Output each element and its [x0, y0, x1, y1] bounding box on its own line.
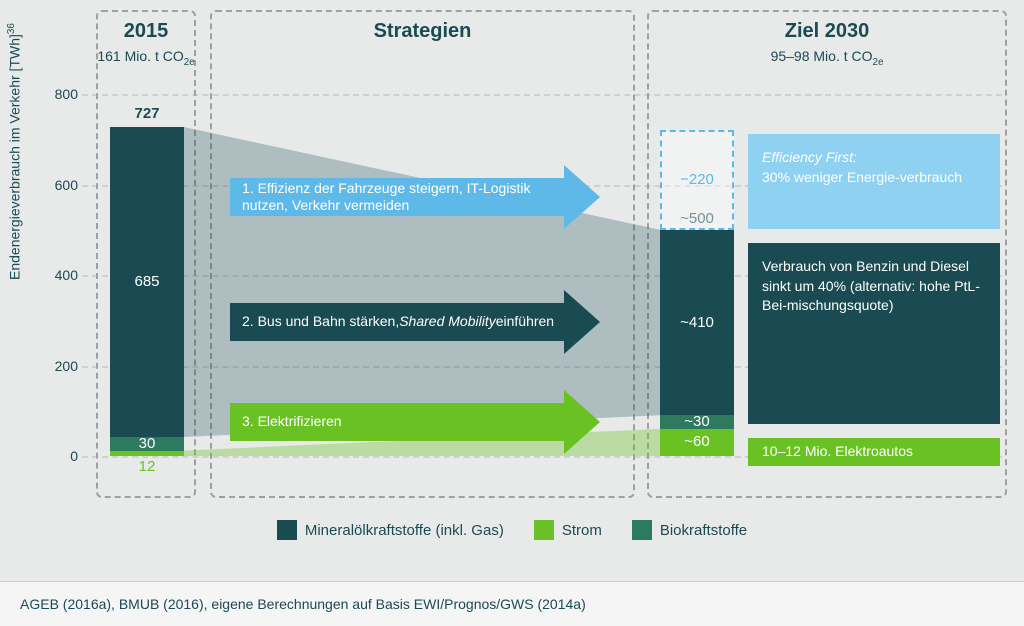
- y-tick: 400: [54, 267, 78, 283]
- legend-swatch: [534, 520, 554, 540]
- panel-ziel-title: Ziel 2030: [647, 20, 1007, 43]
- legend-item: Biokraftstoffe: [632, 520, 747, 540]
- legend-label: Mineralölkraftstoffe (inkl. Gas): [305, 522, 504, 539]
- strategy-arrow-3: 3. Elektrifizieren: [230, 390, 600, 454]
- legend-label: Strom: [562, 522, 602, 539]
- bar-label: ~30: [660, 413, 734, 430]
- strategy-arrow-1: 1. Effizienz der Fahrzeuge steigern, IT-…: [230, 165, 600, 229]
- panel-2015-sub: 161 Mio. t CO2e: [86, 48, 206, 68]
- legend-label: Biokraftstoffe: [660, 522, 747, 539]
- panel-strat-title: Strategien: [210, 20, 635, 43]
- legend-item: Strom: [534, 520, 602, 540]
- y-axis-label: Endenergieverbrauch im Verkehr [TWh]36: [6, 23, 23, 280]
- y-tick: 800: [54, 86, 78, 102]
- y-tick: 600: [54, 177, 78, 193]
- info-box-0: Efficiency First:30% weniger Energie-ver…: [748, 134, 1000, 229]
- y-tick: 200: [54, 358, 78, 374]
- bar-label: ~60: [660, 433, 734, 450]
- bar-label: 685: [110, 273, 184, 290]
- bar-label: −220: [660, 171, 734, 188]
- legend-item: Mineralölkraftstoffe (inkl. Gas): [277, 520, 504, 540]
- info-box-2: 10–12 Mio. Elektroautos: [748, 438, 1000, 466]
- strategy-arrow-2: 2. Bus und Bahn stärken, Shared Mobility…: [230, 290, 600, 354]
- info-box-1: Verbrauch von Benzin und Diesel sinkt um…: [748, 243, 1000, 424]
- panel-ziel-sub: 95–98 Mio. t CO2e: [647, 48, 1007, 68]
- source-citation: AGEB (2016a), BMUB (2016), eigene Berech…: [0, 581, 1024, 626]
- legend-swatch: [277, 520, 297, 540]
- y-tick: 0: [54, 448, 78, 464]
- bar-label: ~410: [660, 314, 734, 331]
- legend-swatch: [632, 520, 652, 540]
- bar-label: 12: [110, 458, 184, 475]
- panel-2015-title: 2015: [96, 20, 196, 43]
- bar-label: 30: [110, 435, 184, 452]
- legend: Mineralölkraftstoffe (inkl. Gas) Strom B…: [0, 520, 1024, 540]
- bar-total: 727: [110, 105, 184, 122]
